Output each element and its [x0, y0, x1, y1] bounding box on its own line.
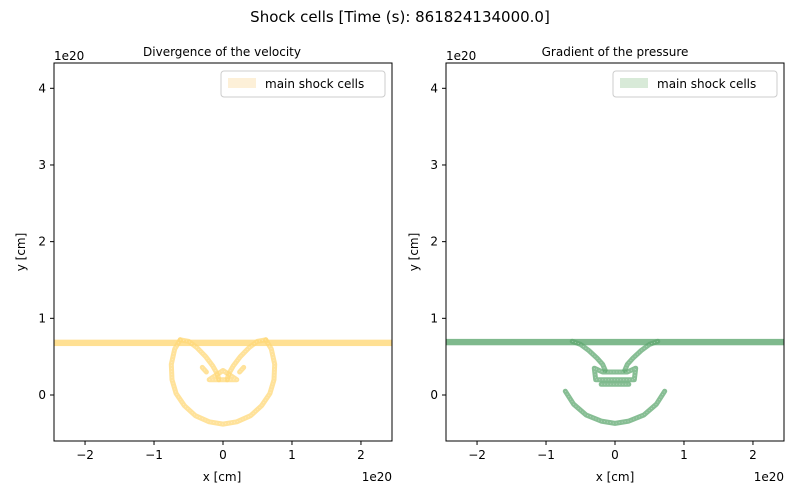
shock-cell-curve: [206, 368, 240, 383]
legend-label: main shock cells: [265, 77, 364, 91]
axes-title: Gradient of the pressure: [542, 45, 689, 59]
x-tick-label: −1: [145, 448, 163, 462]
y-tick-label: 4: [38, 81, 46, 95]
shock-cell-texture: [201, 367, 207, 373]
legend-box: [612, 70, 778, 98]
y-tick-label: 0: [430, 388, 438, 402]
plot-area: [446, 338, 784, 426]
axes-gradient: Gradient of the pressure −2 −1 0 1 2 0 1 2 3 4 1e…: [407, 45, 785, 484]
legend-label: main shock cells: [657, 77, 756, 91]
legend-box: [220, 70, 386, 98]
y-tick-label: 2: [38, 235, 46, 249]
shock-cell-curve: [199, 364, 209, 375]
shock-cell-curve: [168, 337, 278, 427]
x-tick-label: 0: [219, 448, 227, 462]
shock-cell-curve: [562, 388, 668, 426]
shock-cell-texture: [170, 339, 276, 425]
y-tick-label: 4: [430, 81, 438, 95]
shock-cell-curve: [569, 338, 608, 373]
legend-patch: [228, 78, 256, 88]
y-tick-label: 1: [38, 311, 46, 325]
tick-layer: −2 −1 0 1 2 0 1 2 3 4: [430, 81, 756, 462]
y-tick-label: 2: [430, 235, 438, 249]
shock-cell-curve: [591, 365, 639, 383]
x-tick-label: −1: [537, 448, 555, 462]
shock-band: [54, 339, 392, 347]
shock-band: [446, 338, 784, 346]
y-tick-label: 3: [430, 158, 438, 172]
x-tick-label: 2: [749, 448, 757, 462]
axes-frame: [53, 62, 393, 442]
y-offset-label: 1e20: [54, 49, 84, 63]
y-axis-label: y [cm]: [14, 233, 28, 272]
axes-divergence: Divergence of the velocity −2 −1 0 1 201234 …: [14, 45, 393, 484]
plot-area: [54, 337, 392, 427]
tick-layer: −2 −1 0 1 2 0 1 2 3 4: [38, 81, 364, 462]
y-tick-label: 3: [38, 158, 46, 172]
x-axis-label: x [cm]: [596, 470, 635, 484]
shock-cell-texture: [624, 340, 658, 371]
x-tick-label: −2: [76, 448, 94, 462]
legend: main shock cells: [220, 70, 386, 98]
shock-cell-curve: [237, 364, 247, 375]
y-tick-label: 1: [430, 311, 438, 325]
shock-cell-curve: [622, 338, 661, 373]
x-tick-label: 1: [680, 448, 688, 462]
x-tick-label: 0: [611, 448, 619, 462]
x-tick-label: −2: [468, 448, 486, 462]
shock-cell-texture: [572, 340, 606, 371]
y-offset-label: 1e20: [446, 49, 476, 63]
y-axis-label: y [cm]: [407, 233, 421, 272]
x-offset-label: 1e20: [362, 470, 392, 484]
x-offset-label: 1e20: [754, 470, 784, 484]
axes-title: Divergence of the velocity: [143, 45, 301, 59]
legend: main shock cells: [612, 70, 778, 98]
y-tick-label: 0: [38, 388, 46, 402]
figure-title: Shock cells [Time (s): 861824134000.0]: [250, 8, 550, 26]
x-axis-label: x [cm]: [203, 470, 242, 484]
x-tick-label: 1: [288, 448, 296, 462]
x-tick-label: 2: [357, 448, 365, 462]
shock-cell-texture: [239, 367, 245, 373]
legend-patch: [620, 78, 648, 88]
